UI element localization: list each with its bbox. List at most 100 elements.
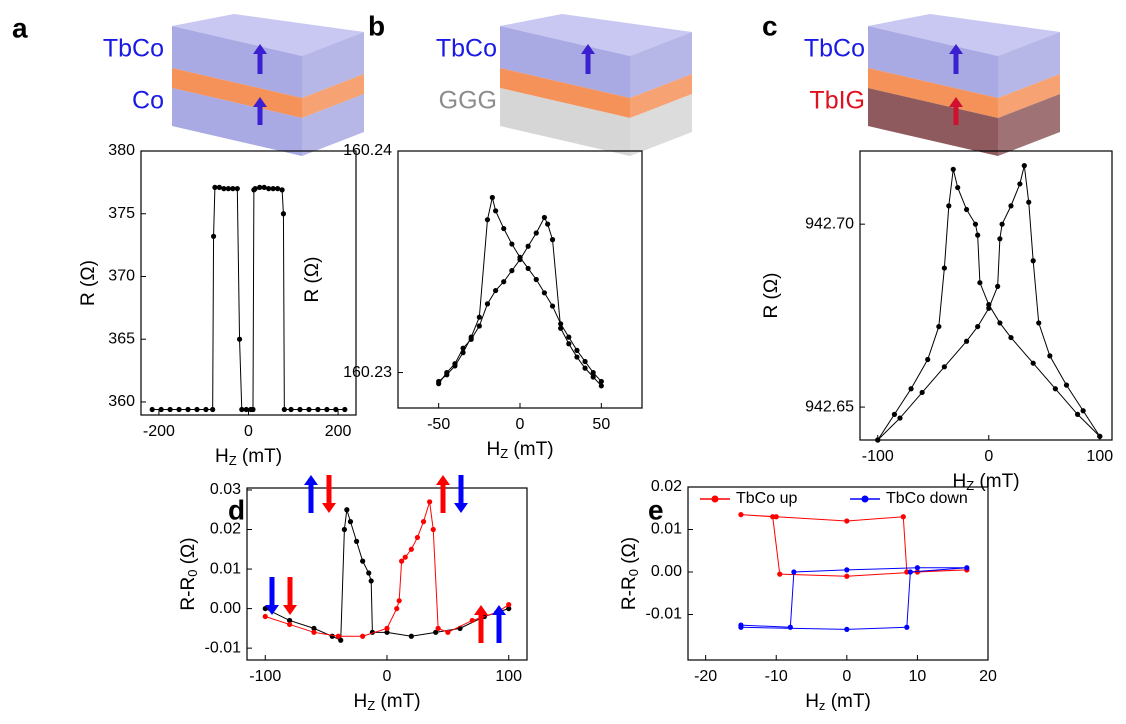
data-point	[1030, 258, 1036, 264]
x-axis-label: Hz (mT)	[805, 691, 871, 713]
arrow-head	[304, 475, 318, 485]
arrow-head	[454, 503, 468, 513]
data-point	[384, 629, 390, 635]
x-label-sub: Z	[500, 446, 508, 461]
data-point	[239, 406, 245, 413]
x-tick-label: -50	[427, 416, 450, 433]
data-point	[897, 415, 903, 421]
y-label-rest: (Ω)	[178, 537, 199, 569]
x-label-rest: (mT)	[825, 691, 870, 712]
y-tick-label: 0.01	[210, 560, 241, 577]
data-point	[311, 625, 317, 631]
layer-label: Co	[132, 87, 164, 115]
series-line	[877, 169, 1101, 441]
data-point	[541, 214, 548, 221]
arrow-head	[265, 605, 279, 615]
plot-frame	[859, 150, 1113, 441]
data-point	[590, 374, 596, 380]
data-point	[875, 437, 881, 443]
x-axis-label: HZ (mT)	[486, 439, 553, 461]
y-tick-label: 0.02	[651, 478, 682, 495]
cube-front	[500, 26, 630, 98]
data-point	[493, 208, 499, 214]
data-point	[904, 624, 910, 630]
x-tick-label: 100	[495, 668, 522, 685]
data-point	[329, 633, 335, 639]
data-point	[598, 383, 604, 389]
data-point	[167, 406, 173, 413]
data-point	[1008, 334, 1014, 341]
x-tick-label: 50	[592, 416, 610, 433]
cube-front	[172, 26, 302, 98]
data-point	[435, 625, 441, 631]
y-tick-label: 160.23	[343, 364, 392, 381]
data-point	[210, 406, 216, 413]
data-point	[203, 406, 209, 413]
data-point	[986, 305, 992, 311]
data-point	[221, 186, 227, 192]
cube-top	[500, 14, 692, 56]
y-tick-label: 0.00	[210, 600, 241, 617]
data-point	[946, 203, 952, 209]
data-point	[445, 629, 451, 635]
plot-frame	[140, 150, 357, 416]
data-point	[941, 265, 947, 271]
y-axis-label: R (Ω)	[302, 257, 323, 303]
y-axis-label: R-R0 (Ω)	[619, 537, 641, 610]
data-point	[408, 546, 414, 552]
data-point	[176, 406, 182, 413]
arrow-head	[283, 605, 297, 615]
x-tick-label: 0	[516, 416, 525, 433]
data-point	[420, 519, 427, 525]
x-tick-label: 0	[383, 668, 392, 685]
data-point	[1036, 320, 1042, 326]
data-point	[333, 406, 339, 413]
cube-front	[868, 68, 998, 118]
x-label-sub: Z	[367, 698, 375, 713]
data-point	[335, 633, 341, 639]
y-tick-label: 0.00	[651, 563, 682, 580]
data-point	[493, 287, 499, 294]
panel-letter: e	[648, 494, 664, 525]
cube-side	[998, 94, 1060, 156]
data-point	[384, 625, 390, 631]
y-tick-label: 942.65	[805, 398, 854, 415]
data-point	[777, 571, 783, 577]
data-point	[914, 565, 921, 571]
data-point	[541, 290, 548, 296]
data-point	[311, 629, 317, 635]
data-point	[353, 538, 360, 544]
y-tick-label: 365	[108, 330, 135, 347]
data-point	[399, 558, 405, 564]
data-point	[430, 526, 436, 533]
data-point	[506, 602, 512, 608]
data-point	[844, 626, 850, 632]
x-label-main: H	[353, 691, 367, 712]
data-point	[225, 186, 231, 192]
arrow-head	[253, 44, 267, 54]
x-axis-label: HZ (mT)	[215, 446, 282, 468]
data-point	[501, 279, 507, 285]
data-point	[366, 570, 372, 576]
x-tick-label: -100	[862, 448, 894, 465]
panel-letter: a	[12, 12, 28, 43]
data-point	[452, 361, 458, 367]
series-line	[438, 197, 602, 382]
x-label-main: H	[952, 471, 966, 492]
panel-letter: d	[228, 494, 245, 525]
cube-front	[868, 88, 998, 156]
data-point	[1047, 353, 1053, 359]
x-tick-label: -100	[249, 668, 281, 685]
layer-label: TbCo	[436, 35, 497, 63]
x-tick-label: -10	[765, 668, 788, 685]
arrow-head	[492, 605, 506, 615]
y-tick-label: -0.01	[646, 606, 683, 623]
arrow-head	[474, 605, 488, 615]
data-point	[468, 336, 474, 342]
arrow-head	[322, 503, 336, 513]
x-axis-label: HZ (mT)	[353, 691, 420, 713]
y-tick-label: 0.02	[210, 521, 241, 538]
series-line	[265, 501, 510, 637]
arrow-head	[949, 44, 963, 54]
